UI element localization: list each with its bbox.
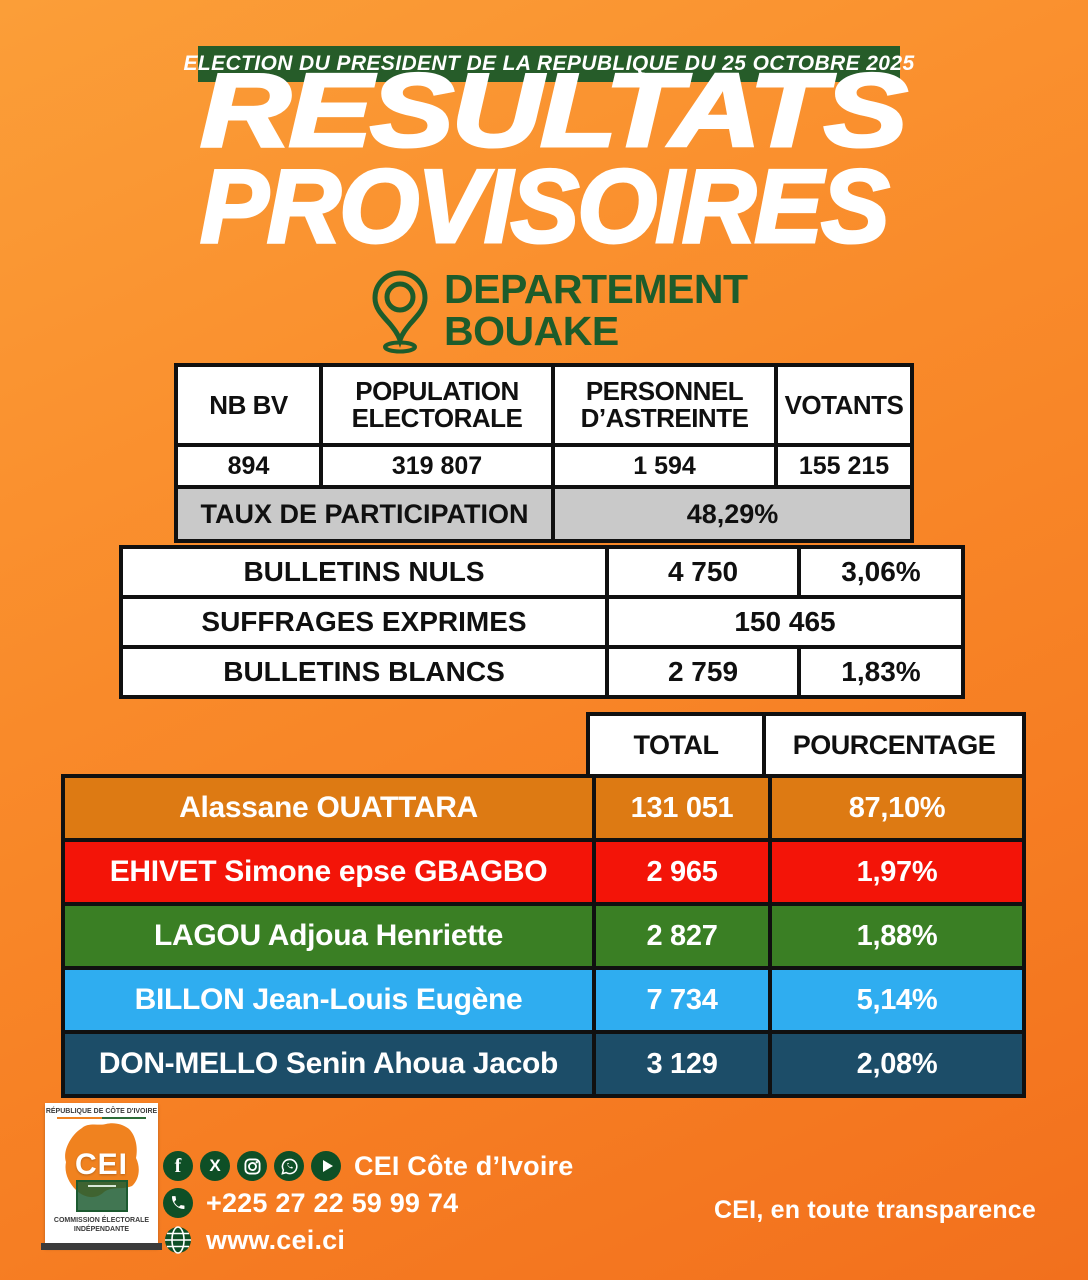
location-name: BOUAKE [444, 308, 619, 354]
logo-acronym: CEI [74, 1148, 128, 1181]
summary-header-votants: VOTANTS [778, 367, 910, 443]
cote-divoire-map-icon: CEI [56, 1120, 148, 1216]
banner-text: ELECTION DU PRESIDENT DE LA REPUBLIQUE D… [183, 52, 915, 75]
candidate-name: EHIVET Simone epse GBAGBO [65, 842, 592, 902]
participation-label: TAUX DE PARTICIPATION [178, 489, 551, 539]
participation-value: 48,29% [555, 489, 910, 539]
whatsapp-icon [274, 1151, 304, 1181]
summary-header-personnel: PERSONNEL D’ASTREINTE [555, 367, 774, 443]
results-table-header: TOTAL POURCENTAGE [586, 712, 1026, 778]
facebook-icon: f [163, 1151, 193, 1181]
title-line-1: RESULTATS [198, 53, 909, 169]
phone-icon [163, 1188, 193, 1218]
instagram-icon [237, 1151, 267, 1181]
website-row: www.cei.ci [163, 1224, 573, 1256]
logo-country-text: RÉPUBLIQUE DE CÔTE D'IVOIRE [45, 1108, 158, 1115]
candidate-pct: 87,10% [772, 778, 1022, 838]
logo-rule [57, 1117, 146, 1119]
phone-number: +225 27 22 59 99 74 [206, 1187, 459, 1218]
x-icon: X [200, 1151, 230, 1181]
page-title: RESULTATS PROVISOIRES [198, 58, 909, 265]
ballots-blancs-value: 2 759 [609, 649, 797, 695]
title-line-2: PROVISOIRES [199, 148, 892, 265]
candidate-total: 7 734 [596, 970, 768, 1030]
suffrages-value: 150 465 [609, 599, 961, 645]
candidate-pct: 1,97% [772, 842, 1022, 902]
summary-table: NB BV POPULATION ELECTORALE PERSONNEL D’… [174, 363, 914, 543]
ballots-nuls-pct: 3,06% [801, 549, 961, 595]
cei-logo: RÉPUBLIQUE DE CÔTE D'IVOIRE CEI COMMISSI… [41, 1103, 162, 1250]
header-banner: ELECTION DU PRESIDENT DE LA REPUBLIQUE D… [183, 46, 914, 82]
candidate-pct: 1,88% [772, 906, 1022, 966]
candidate-name: BILLON Jean-Louis Eugène [65, 970, 592, 1030]
logo-org-text: COMMISSION ÉLECTORALE INDÉPENDANTE [53, 1217, 150, 1233]
candidate-total: 2 965 [596, 842, 768, 902]
results-header-total: TOTAL [590, 716, 762, 774]
candidate-name: Alassane OUATTARA [65, 778, 592, 838]
ballots-blancs-pct: 1,83% [801, 649, 961, 695]
candidate-pct: 5,14% [772, 970, 1022, 1030]
logo-stand [41, 1243, 162, 1250]
summary-value-votants: 155 215 [778, 447, 910, 485]
youtube-icon [311, 1151, 341, 1181]
ballots-nuls-value: 4 750 [609, 549, 797, 595]
ballots-blancs-label: BULLETINS BLANCS [123, 649, 605, 695]
candidate-name: LAGOU Adjoua Henriette [65, 906, 592, 966]
suffrages-label: SUFFRAGES EXPRIMES [123, 599, 605, 645]
summary-value-personnel: 1 594 [555, 447, 774, 485]
summary-header-nbbv: NB BV [178, 367, 319, 443]
summary-value-nbbv: 894 [178, 447, 319, 485]
location-block: DEPARTEMENT BOUAKE [368, 268, 748, 354]
ballots-table: BULLETINS NULS 4 750 3,06% SUFFRAGES EXP… [119, 545, 965, 699]
contact-block: f X CEI Côte d’Ivoire +225 27 22 59 99 7… [163, 1150, 573, 1261]
phone-row: +225 27 22 59 99 74 [163, 1187, 573, 1219]
results-header-pct: POURCENTAGE [766, 716, 1022, 774]
location-label: DEPARTEMENT [444, 266, 748, 313]
candidate-name: DON-MELLO Senin Ahoua Jacob [65, 1034, 592, 1094]
candidate-total: 3 129 [596, 1034, 768, 1094]
location-text: DEPARTEMENT BOUAKE [444, 266, 748, 354]
social-label: CEI Côte d’Ivoire [354, 1150, 574, 1181]
globe-icon [163, 1225, 193, 1255]
website-url: www.cei.ci [206, 1224, 346, 1255]
summary-value-population: 319 807 [323, 447, 551, 485]
map-shape [64, 1123, 139, 1198]
results-table: Alassane OUATTARA 131 051 87,10% EHIVET … [61, 774, 1026, 1098]
summary-header-population: POPULATION ELECTORALE [323, 367, 551, 443]
location-pin-icon [372, 270, 428, 354]
social-row: f X CEI Côte d’Ivoire [163, 1150, 573, 1182]
candidate-pct: 2,08% [772, 1034, 1022, 1094]
candidate-total: 131 051 [596, 778, 768, 838]
slogan-text: CEI, en toute transparence [714, 1196, 1036, 1224]
ballot-box-icon [75, 1180, 128, 1212]
candidate-total: 2 827 [596, 906, 768, 966]
ballots-nuls-label: BULLETINS NULS [123, 549, 605, 595]
